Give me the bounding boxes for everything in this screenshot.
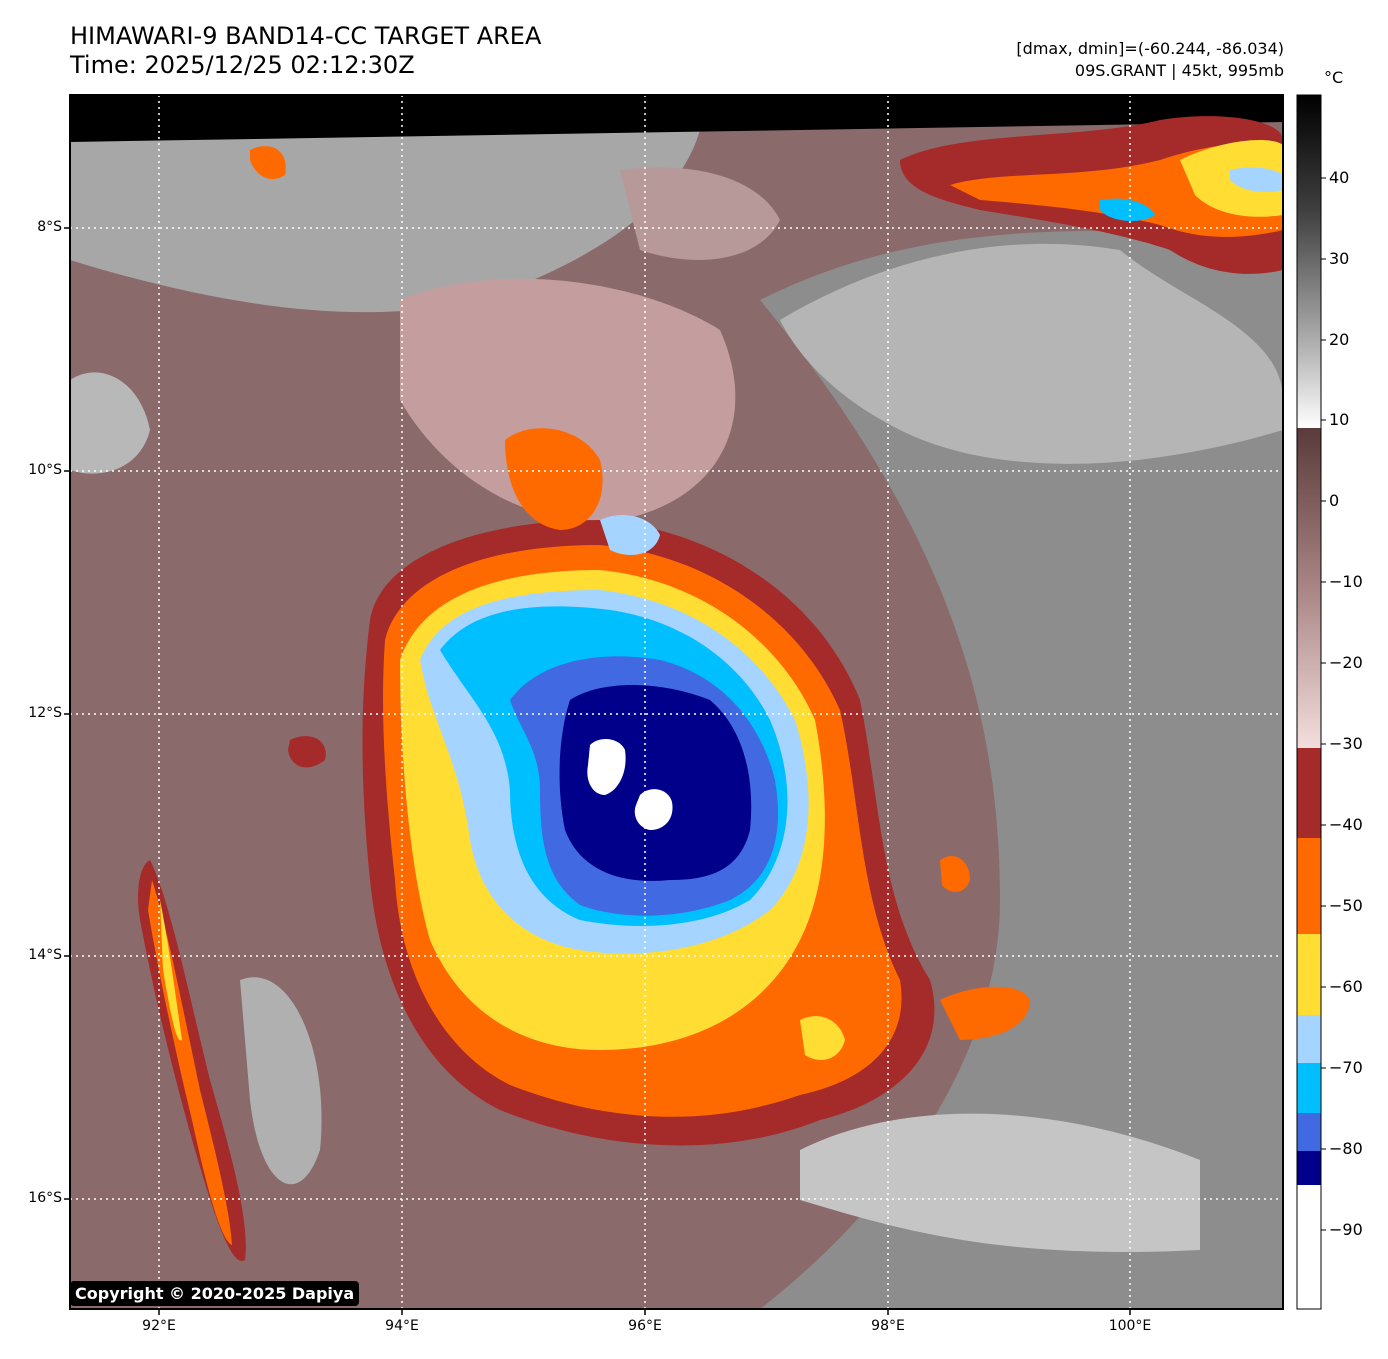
lon-label-92e: 92°E (142, 1318, 176, 1334)
info-line-1: [dmax, dmin]=(-60.244, -86.034) (1016, 39, 1284, 58)
title-line-1: HIMAWARI-9 BAND14-CC TARGET AREA (70, 22, 542, 50)
map-frame (69, 94, 1284, 1310)
lat-label-16s: 16°S (28, 1190, 62, 1206)
axis-ticks (64, 227, 1131, 1315)
title-line-2: Time: 2025/12/25 02:12:30Z (70, 51, 415, 79)
colorbar-tick-label: −10 (1329, 572, 1363, 591)
lat-label-10s: 10°S (28, 462, 62, 478)
lat-label-8s: 8°S (37, 219, 62, 235)
lon-label-94e: 94°E (385, 1318, 419, 1334)
copyright-badge: Copyright © 2020-2025 Dapiya (70, 1281, 360, 1306)
info-line-2: 09S.GRANT | 45kt, 995mb (1074, 61, 1284, 80)
image-title: HIMAWARI-9 BAND14-CC TARGET AREA Time: 2… (70, 22, 541, 80)
lat-label-14s: 14°S (28, 947, 62, 963)
graticule (70, 95, 1283, 1309)
colorbar-tick-label: 20 (1329, 330, 1350, 349)
colorbar-tick-label: 30 (1329, 249, 1350, 268)
colorbar-tick-label: −30 (1329, 734, 1363, 753)
colorbar-tick-label: −50 (1329, 896, 1363, 915)
colorbar (1296, 94, 1326, 1310)
lon-label-100e: 100°E (1108, 1318, 1152, 1334)
colorbar-tick-label: −20 (1329, 653, 1363, 672)
colorbar-tick-label: −90 (1329, 1220, 1363, 1239)
colorbar-tick-label: 40 (1329, 168, 1350, 187)
colorbar-tick-label: 0 (1329, 491, 1340, 510)
colorbar-tick-label: −40 (1329, 815, 1363, 834)
storm-info: [dmax, dmin]=(-60.244, -86.034) 09S.GRAN… (1016, 38, 1284, 82)
colorbar-tick-label: 10 (1329, 410, 1350, 429)
colorbar-tick-label: −80 (1329, 1139, 1363, 1158)
colorbar-tick-label: −60 (1329, 977, 1363, 996)
lat-label-12s: 12°S (28, 705, 62, 721)
lon-label-96e: 96°E (628, 1318, 662, 1334)
colorbar-tick-label: −70 (1329, 1058, 1363, 1077)
cyclone-cloud-mass (362, 428, 1030, 1146)
lon-label-98e: 98°E (871, 1318, 905, 1334)
colorbar-unit: °C (1324, 68, 1344, 87)
satellite-image (70, 95, 1283, 1309)
